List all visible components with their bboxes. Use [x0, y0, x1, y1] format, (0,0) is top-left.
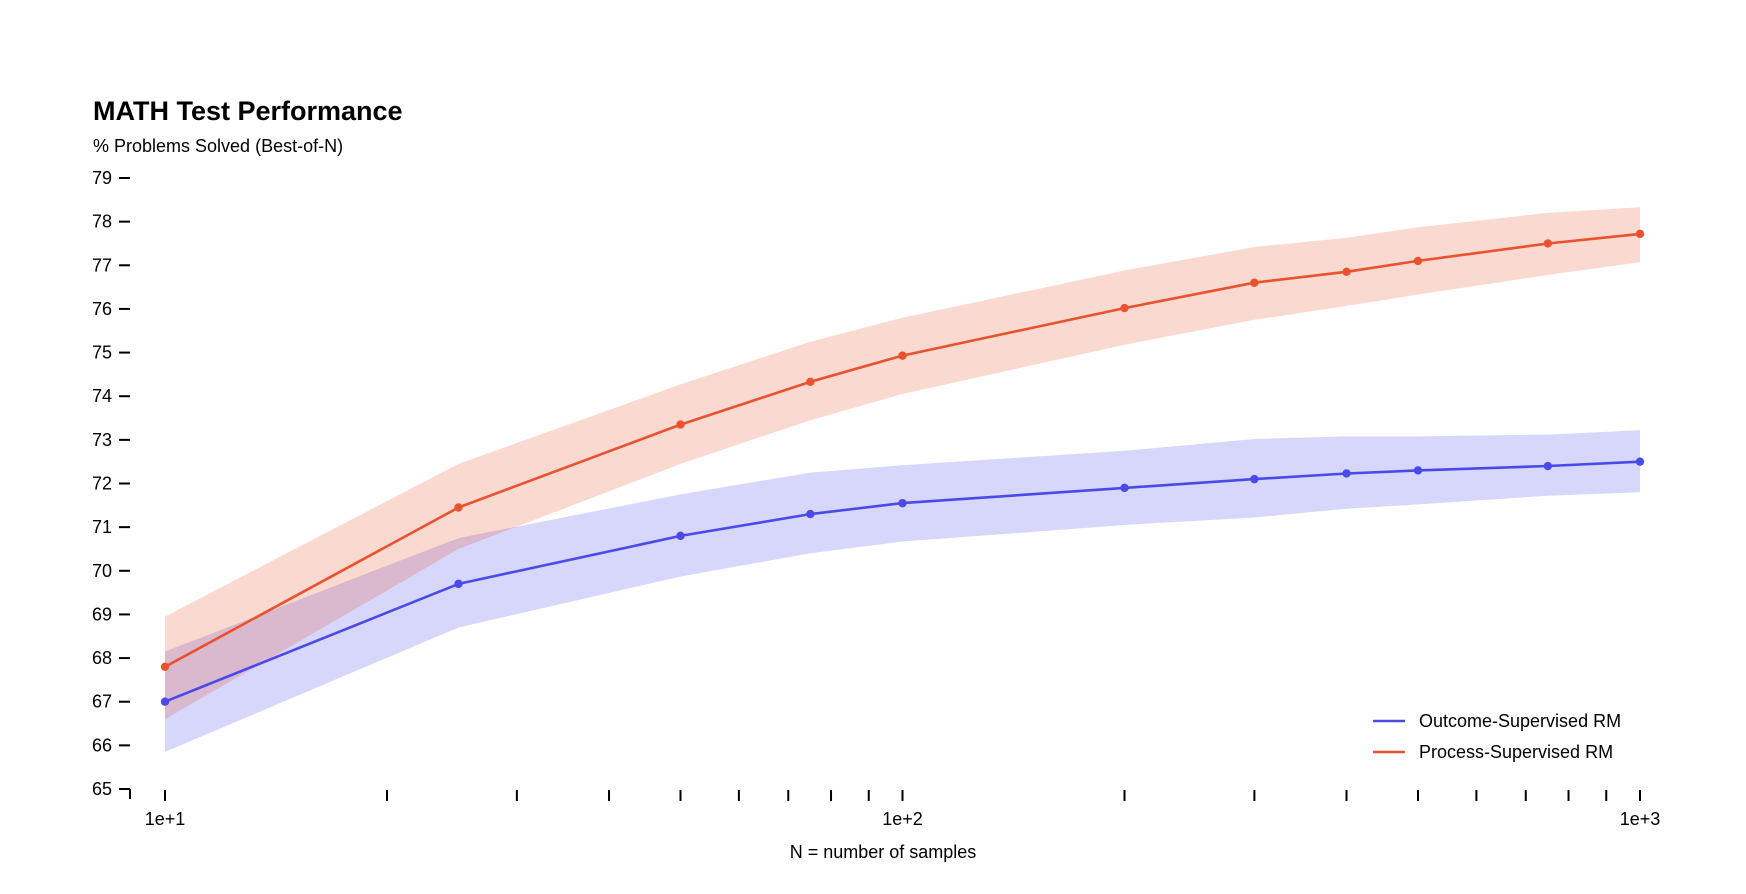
y-tick-label: 65 — [92, 779, 112, 799]
y-tick-label: 78 — [92, 212, 112, 232]
y-tick-label: 74 — [92, 386, 112, 406]
data-point — [1342, 469, 1351, 478]
y-tick-label: 68 — [92, 648, 112, 668]
data-point — [676, 420, 685, 429]
y-tick-label: 69 — [92, 604, 112, 624]
data-point — [1250, 474, 1259, 484]
data-point — [454, 503, 463, 512]
y-tick-label: 77 — [92, 255, 112, 275]
x-tick-label: 1e+1 — [145, 809, 186, 829]
x-axis: 1e+1 1e+2 1e+3 — [145, 790, 1661, 829]
series-points — [160, 229, 1645, 706]
y-tick-label: 72 — [92, 474, 112, 494]
y-tick-label: 73 — [92, 430, 112, 450]
chart-title: MATH Test Performance — [93, 96, 403, 126]
y-tick-label: 67 — [92, 692, 112, 712]
data-point — [806, 509, 815, 519]
legend: Outcome-Supervised RM Process-Supervised … — [1373, 711, 1621, 762]
data-point — [1342, 267, 1351, 277]
data-point — [1635, 229, 1645, 239]
data-point — [1635, 457, 1645, 466]
y-tick-label: 66 — [92, 735, 112, 755]
x-tick-label: 1e+3 — [1620, 809, 1661, 829]
data-point — [1120, 303, 1129, 313]
data-point — [1250, 278, 1259, 287]
y-axis-label: % Problems Solved (Best-of-N) — [93, 136, 343, 156]
data-point — [1543, 239, 1553, 248]
legend-label-2: Process-Supervised RM — [1419, 742, 1613, 762]
data-point — [898, 498, 907, 508]
data-point — [454, 579, 463, 589]
data-point — [1413, 256, 1423, 266]
confidence-band-1 — [165, 430, 1640, 752]
x-tick-label: 1e+2 — [882, 809, 923, 829]
data-point — [806, 377, 815, 387]
data-point — [1120, 483, 1129, 493]
data-point — [676, 531, 685, 541]
data-point — [160, 697, 170, 706]
confidence-band-2 — [165, 207, 1640, 720]
y-tick-label: 71 — [92, 517, 112, 537]
data-point — [898, 351, 907, 360]
data-point — [160, 662, 170, 671]
data-point — [1543, 461, 1553, 471]
y-tick-label: 76 — [92, 299, 112, 319]
y-tick-label: 79 — [92, 168, 112, 188]
y-axis: 65 66 67 68 69 70 71 72 73 74 75 76 77 78 79 — [92, 168, 131, 799]
x-axis-label: N = number of samples — [790, 842, 977, 862]
y-tick-label: 75 — [92, 343, 112, 363]
y-tick-label: 70 — [92, 561, 112, 581]
confidence-bands — [165, 207, 1640, 752]
legend-label-1: Outcome-Supervised RM — [1419, 711, 1621, 731]
data-point — [1413, 466, 1423, 475]
